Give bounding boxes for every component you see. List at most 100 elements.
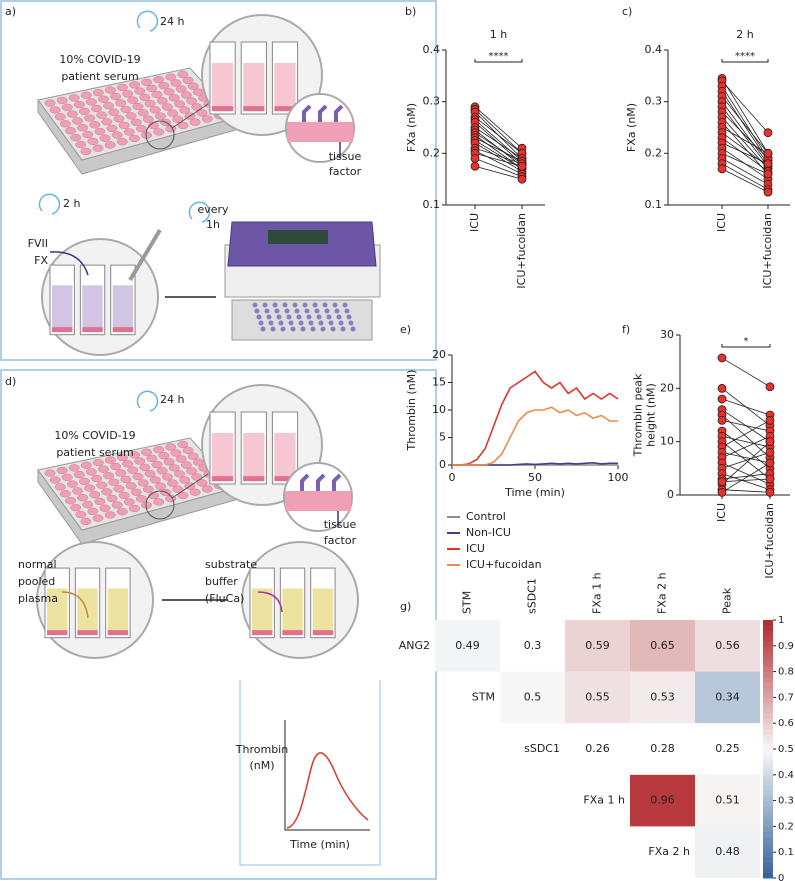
- reader-well: [276, 314, 282, 320]
- well: [129, 81, 140, 89]
- data-point: [765, 487, 775, 497]
- pair-line: [721, 168, 769, 193]
- well: [98, 465, 109, 473]
- label: Time (min): [289, 838, 350, 851]
- reader-well: [288, 320, 294, 326]
- reader-well: [270, 326, 276, 332]
- well: [82, 500, 94, 509]
- well-liquid: [274, 433, 296, 481]
- well-liquid: [243, 433, 265, 481]
- well: [153, 445, 165, 454]
- well: [116, 138, 128, 146]
- label: ICU+fucoidan: [466, 558, 542, 571]
- well: [44, 99, 56, 107]
- well: [128, 134, 140, 143]
- reader-well: [346, 314, 352, 320]
- label: 20: [432, 348, 446, 361]
- pair-line: [721, 158, 769, 185]
- label: 10: [432, 403, 446, 416]
- pair-line: [721, 435, 771, 448]
- reader-well: [286, 314, 292, 320]
- data-point: [470, 161, 480, 171]
- well: [128, 504, 140, 513]
- well: [182, 76, 194, 84]
- label: 0: [778, 873, 784, 881]
- well: [151, 90, 163, 99]
- well: [189, 118, 201, 126]
- colorbar-step: [763, 826, 773, 833]
- label: 100: [608, 471, 629, 484]
- well: [117, 83, 128, 92]
- well: [134, 87, 146, 95]
- label: ICU+fucoidan: [763, 503, 776, 579]
- well: [110, 462, 121, 471]
- pair-line: [474, 165, 523, 180]
- colorbar-step: [763, 790, 773, 796]
- well: [72, 487, 83, 495]
- heatmap-cell: [695, 671, 760, 724]
- label: 0.96: [650, 794, 675, 807]
- panel-a-frame: [0, 0, 437, 361]
- colorbar-step: [763, 676, 773, 683]
- well: [177, 491, 189, 500]
- pair-line: [721, 430, 771, 469]
- label: 2 h: [736, 28, 753, 41]
- label: (FluCa): [205, 592, 244, 605]
- colorbar-step: [763, 733, 773, 740]
- well: [79, 107, 90, 115]
- series-line: [452, 406, 618, 466]
- label: 1 h: [490, 28, 507, 41]
- reader-well: [322, 302, 328, 308]
- heatmap-cell: [630, 774, 695, 827]
- label: ICU: [468, 213, 481, 232]
- reader-well: [302, 302, 308, 308]
- pair-line: [721, 435, 771, 459]
- reader-well: [282, 302, 288, 308]
- well: [111, 131, 123, 139]
- label: sSDC1: [524, 742, 560, 755]
- label: ICU: [715, 213, 728, 232]
- well: [99, 504, 111, 512]
- well-bottom: [112, 327, 134, 333]
- well-liquid: [274, 63, 296, 111]
- well: [75, 140, 87, 149]
- heatmap-cell: [695, 774, 760, 827]
- well: [182, 446, 194, 454]
- pair-line: [721, 478, 771, 483]
- pair-line: [474, 119, 523, 162]
- well: [68, 94, 80, 102]
- label: pooled: [18, 575, 55, 588]
- pair-line: [721, 101, 769, 164]
- label: STM: [472, 690, 495, 703]
- reader-well: [274, 308, 280, 314]
- data-point: [517, 174, 527, 184]
- well: [89, 121, 101, 129]
- well: [104, 141, 116, 149]
- colorbar-step: [763, 841, 773, 848]
- well: [163, 88, 175, 96]
- reader-well: [298, 320, 304, 326]
- pair-line: [721, 419, 771, 432]
- well: [177, 70, 189, 79]
- label: ICU: [715, 503, 728, 522]
- colorbar-step: [763, 749, 773, 755]
- well: [174, 470, 185, 478]
- well: [70, 503, 82, 512]
- well: [73, 100, 85, 109]
- well: [70, 133, 82, 142]
- heatmap-cell: [435, 620, 500, 672]
- data-point: [765, 447, 775, 457]
- reader-well: [312, 302, 318, 308]
- label: 0.3: [524, 639, 542, 652]
- well: [61, 103, 73, 111]
- well: [135, 125, 147, 133]
- well: [106, 494, 118, 503]
- tissue-factor-icon: [332, 473, 342, 491]
- well: [106, 124, 118, 133]
- label: 0.55: [585, 690, 610, 703]
- well: [59, 490, 71, 498]
- significance-bracket: [721, 344, 771, 348]
- colorbar-step: [763, 810, 773, 817]
- label: tissue: [324, 518, 357, 531]
- well: [196, 109, 208, 117]
